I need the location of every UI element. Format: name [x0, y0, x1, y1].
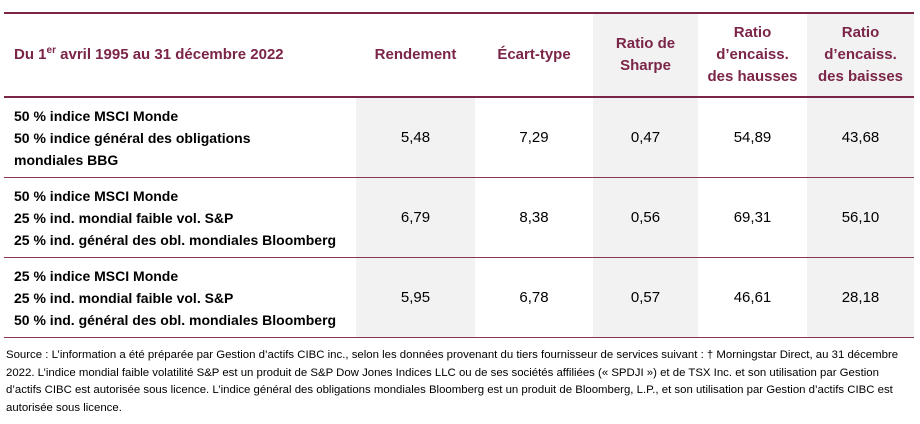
header-downcap-line3: des baisses: [817, 68, 904, 85]
row-label-line: 50 % ind. général des obl. mondiales Blo…: [14, 311, 337, 328]
table-row: 50 % indice MSCI Monde 25 % ind. mondial…: [4, 178, 914, 257]
cell-return: 6,79: [356, 178, 475, 257]
source-footnote: Source : L’information a été préparée pa…: [6, 349, 899, 414]
cell-upcap: 69,31: [733, 209, 772, 226]
header-downcap-line2: d’encaiss.: [824, 46, 897, 63]
row-label-line: 50 % indice général des obligations: [14, 129, 251, 146]
header-stdev: Écart-type: [497, 46, 571, 63]
table-top-rule: [4, 12, 914, 14]
header-sharpe-cell: Ratio de Sharpe: [593, 14, 698, 96]
header-period-cell: Du 1er avril 1995 au 31 décembre 2022: [4, 14, 356, 96]
cell-downcap: 56,10: [807, 178, 914, 257]
cell-stdev: 6,78: [519, 289, 549, 306]
cell-return: 5,95: [356, 258, 475, 337]
header-downcap: Ratio d’encaiss. des baisses: [818, 22, 903, 88]
row-label-line: 50 % indice MSCI Monde: [14, 187, 179, 204]
row-label-cell: 25 % indice MSCI Monde 25 % ind. mondial…: [4, 258, 356, 337]
row-label-line: mondiales BBG: [14, 151, 119, 168]
cell-sharpe: 0,47: [593, 98, 698, 177]
cell-upcap: 46,61: [733, 289, 772, 306]
period-heading: Du 1er avril 1995 au 31 décembre 2022: [14, 44, 284, 66]
table-row: 50 % indice MSCI Monde 50 % indice génér…: [4, 98, 914, 177]
header-sharpe-line2: Sharpe: [620, 57, 671, 74]
cell-downcap: 43,68: [807, 98, 914, 177]
cell-sharpe: 0,56: [593, 178, 698, 257]
row-separator: [4, 257, 914, 258]
header-bottom-rule: [4, 96, 914, 98]
performance-table: Du 1er avril 1995 au 31 décembre 2022 Re…: [4, 12, 914, 338]
header-upcap-line1: Ratio: [733, 24, 772, 41]
header-upcap-line2: d’encaiss.: [716, 46, 789, 63]
cell-downcap: 28,18: [807, 258, 914, 337]
row-label-cell: 50 % indice MSCI Monde 50 % indice génér…: [4, 98, 356, 177]
header-upcap: Ratio d’encaiss. des hausses: [707, 22, 797, 88]
header-sharpe-line1: Ratio de: [615, 35, 676, 52]
header-upcap-cell: Ratio d’encaiss. des hausses: [698, 14, 807, 96]
header-return: Rendement: [374, 46, 457, 63]
row-separator: [4, 177, 914, 178]
row-label-line: 25 % ind. général des obl. mondiales Blo…: [14, 231, 337, 248]
cell-stdev: 7,29: [519, 129, 549, 146]
row-label-line: 25 % ind. mondial faible vol. S&P: [14, 289, 234, 306]
header-sharpe: Ratio de Sharpe: [616, 33, 675, 77]
row-label-cell: 50 % indice MSCI Monde 25 % ind. mondial…: [4, 178, 356, 257]
period-superscript: er: [46, 45, 56, 56]
row-label-line: 25 % ind. mondial faible vol. S&P: [14, 209, 234, 226]
cell-stdev: 8,38: [519, 209, 549, 226]
cell-sharpe: 0,57: [593, 258, 698, 337]
header-upcap-line3: des hausses: [707, 68, 798, 85]
cell-upcap: 54,89: [733, 129, 772, 146]
row-label-line: 50 % indice MSCI Monde: [14, 107, 179, 124]
row-label-line: 25 % indice MSCI Monde: [14, 267, 179, 284]
table-header-row: Du 1er avril 1995 au 31 décembre 2022 Re…: [4, 14, 914, 96]
table-row: 25 % indice MSCI Monde 25 % ind. mondial…: [4, 258, 914, 337]
header-downcap-line1: Ratio: [841, 24, 880, 41]
period-prefix: Du 1: [14, 46, 47, 63]
period-suffix: avril 1995 au 31 décembre 2022: [55, 46, 284, 63]
table-bottom-rule: [4, 337, 914, 338]
header-return-cell: Rendement: [356, 14, 475, 96]
header-downcap-cell: Ratio d’encaiss. des baisses: [807, 14, 914, 96]
header-stdev-cell: Écart-type: [475, 14, 593, 96]
cell-return: 5,48: [356, 98, 475, 177]
